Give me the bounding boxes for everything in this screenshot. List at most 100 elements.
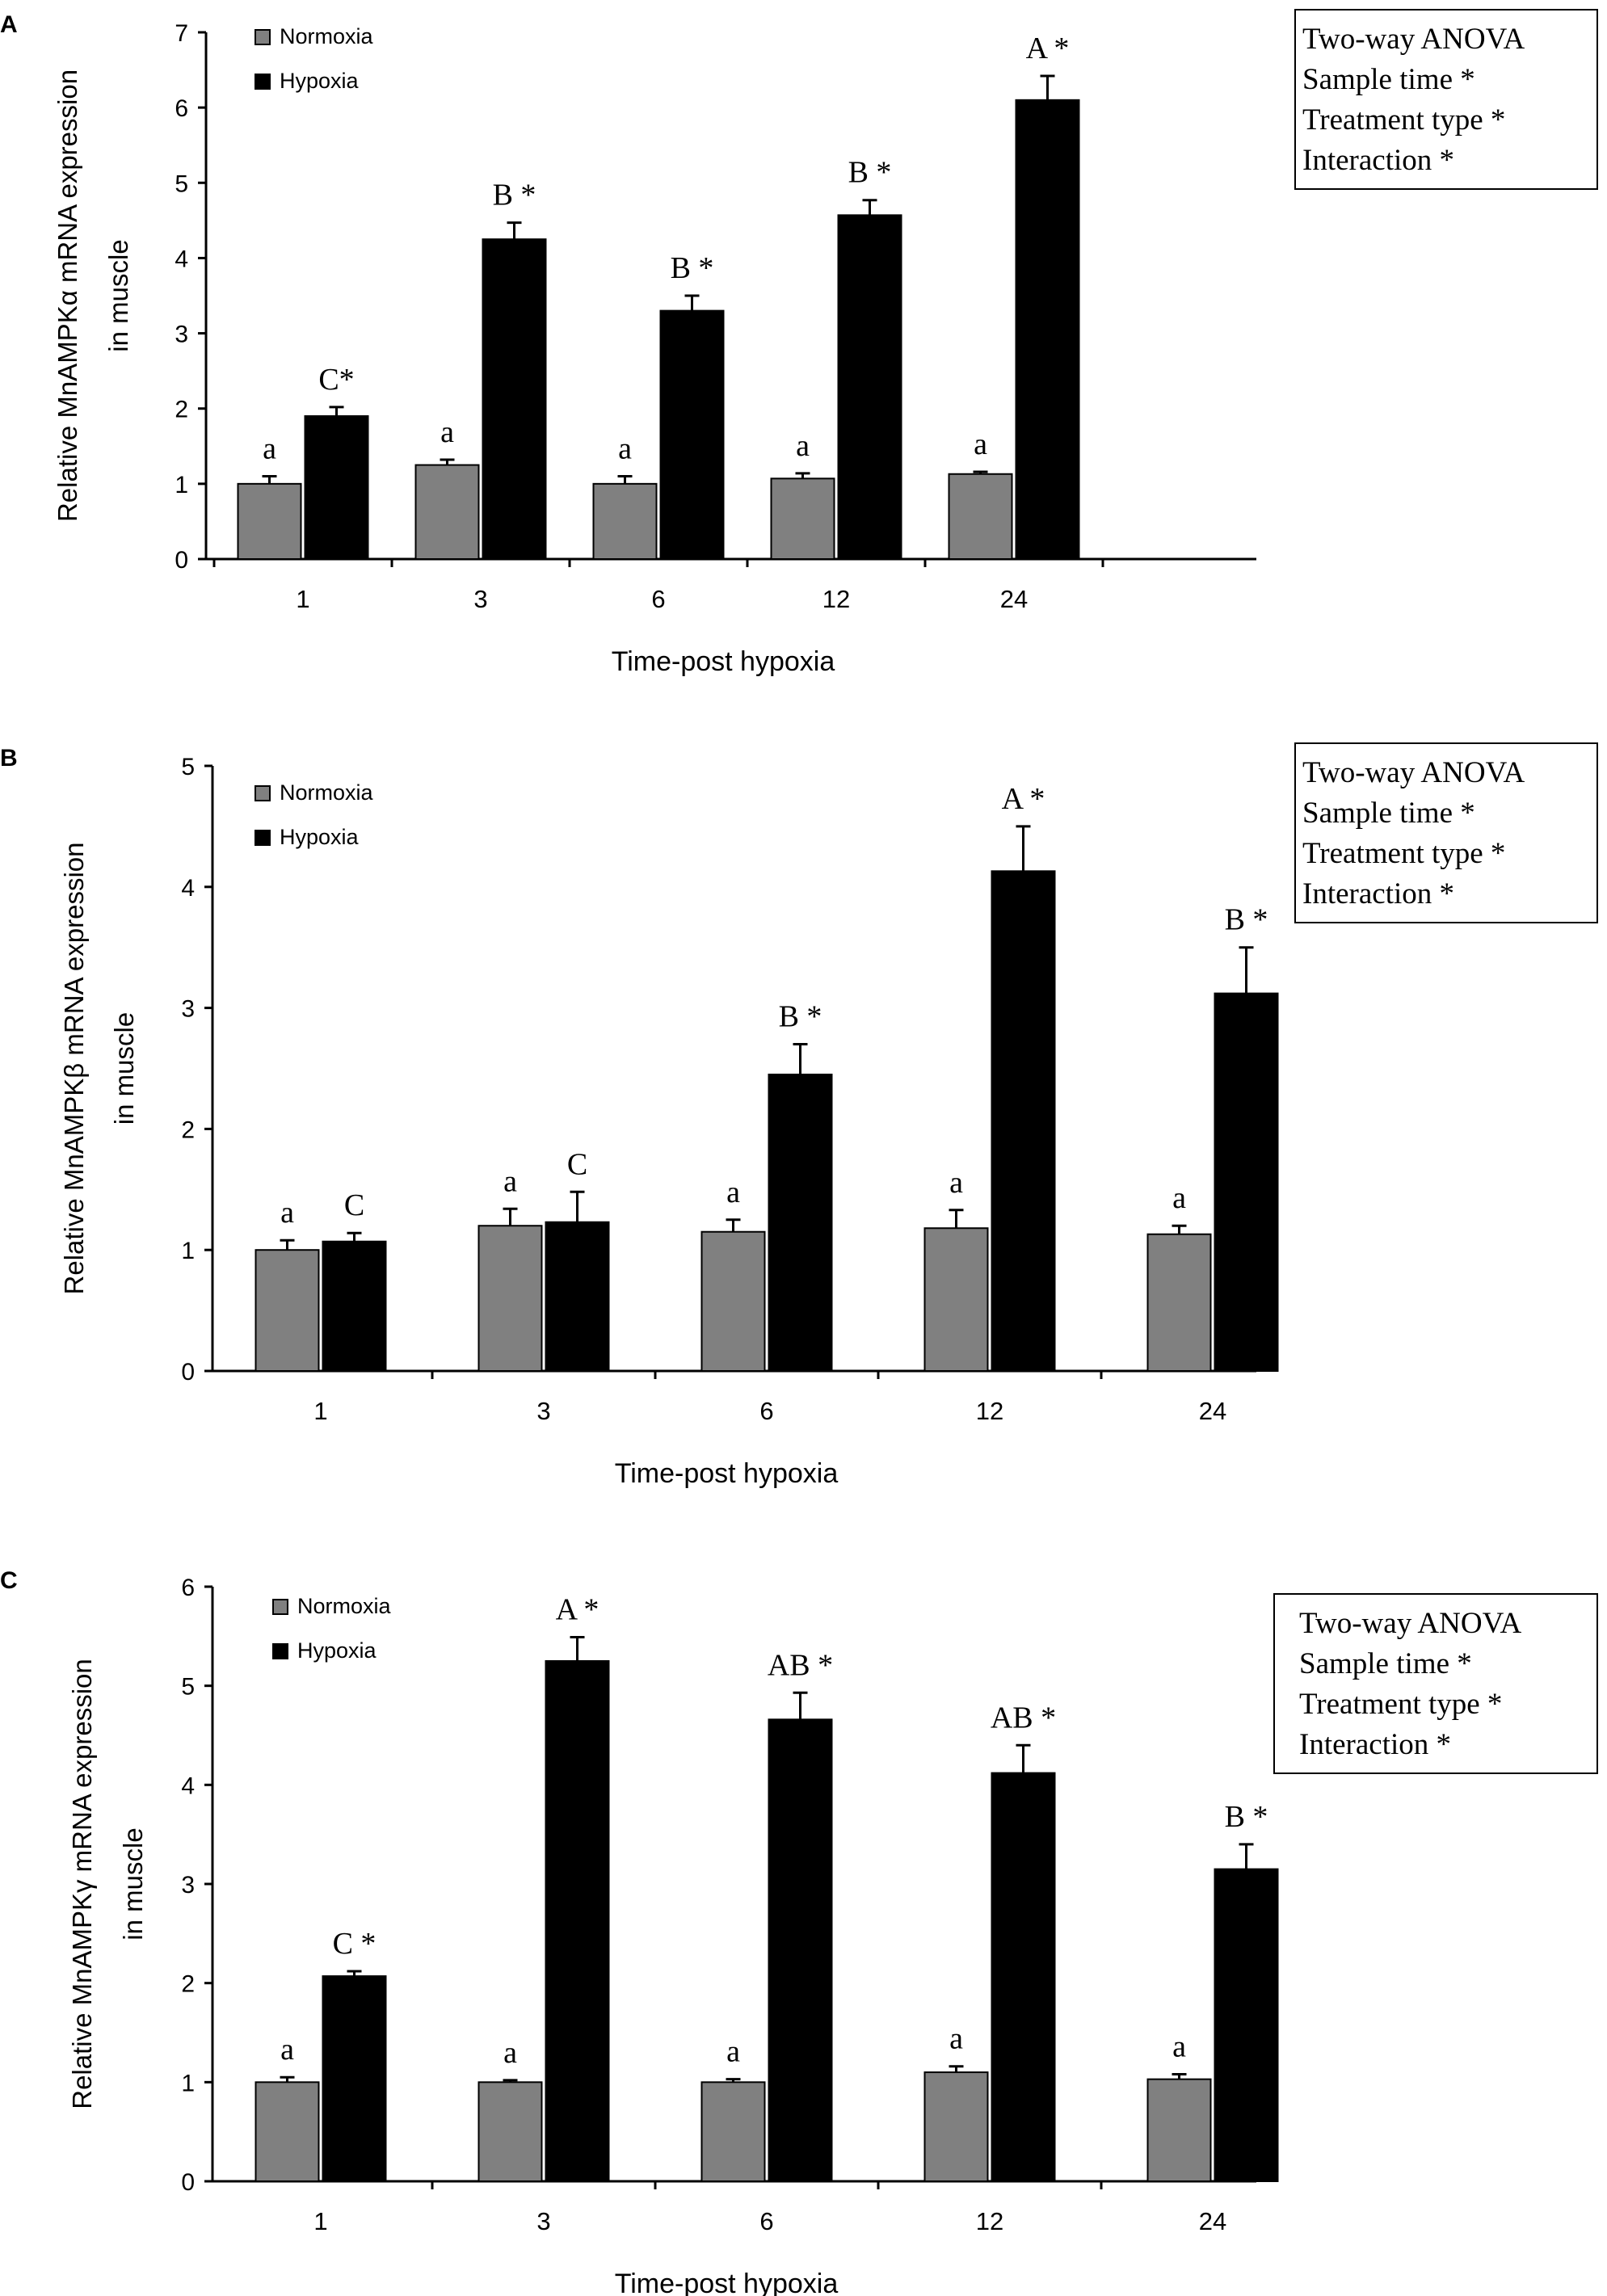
bar-hypoxia [482,238,547,560]
bar-hypoxia [545,1221,610,1372]
y-tick-label: 2 [175,397,188,423]
bar-normoxia [255,1249,320,1372]
legend-label-hypoxia: Hypoxia [280,825,360,849]
bar-normoxia [700,1230,766,1372]
stats-box-line: Two-way ANOVA [1302,756,1525,789]
significance-label: C [567,1147,587,1181]
bar-hypoxia [768,1718,833,2182]
significance-label: a [280,1196,294,1230]
bar-hypoxia [322,1975,387,2183]
significance-label: B * [1225,903,1268,937]
stats-box-line: Sample time * [1299,1647,1472,1680]
x-tick-label: 1 [313,2207,327,2235]
y-tick-label: 2 [181,1971,195,1998]
legend: Normoxia Hypoxia [272,1594,392,1663]
significance-label: B * [493,179,536,212]
significance-label: a [503,1164,517,1198]
bar-normoxia [477,2081,543,2182]
significance-label: a [949,2022,963,2056]
stats-box-line: Sample time * [1302,797,1475,830]
y-axis-label-line2: in muscle [118,1827,148,1940]
significance-label: a [263,432,276,466]
stats-box-line: Interaction * [1302,144,1454,177]
legend-label-normoxia: Normoxia [280,780,374,805]
bar-normoxia [477,1225,543,1372]
significance-label: a [440,415,454,449]
y-tick-label: 4 [181,875,195,902]
legend-label-hypoxia: Hypoxia [280,69,360,93]
bar-normoxia [255,2081,320,2182]
bar-hypoxia [768,1073,833,1372]
stats-box-line: Treatment type * [1302,103,1505,137]
x-tick-label: 6 [651,585,665,613]
panel-label: C [0,1567,18,1594]
bar-normoxia [237,482,302,560]
significance-label: a [1172,2030,1186,2064]
significance-label: a [618,432,632,466]
bar-normoxia [770,477,835,561]
bar-hypoxia [322,1240,387,1372]
stats-box-line: Treatment type * [1302,837,1505,870]
x-tick-label: 24 [1199,1397,1226,1425]
bar-hypoxia [991,870,1056,1373]
legend-swatch-hypoxia [272,1643,288,1659]
bar-normoxia [923,2071,989,2182]
stats-box-line: Treatment type * [1299,1688,1502,1721]
x-tick-label: 3 [536,2207,550,2235]
bar-normoxia [700,2081,766,2182]
x-tick-label: 3 [473,585,487,613]
significance-label: a [503,2036,517,2070]
y-axis-label-line2: in muscle [103,239,133,351]
bar-hypoxia [304,415,369,560]
panel-label: A [0,11,18,38]
y-axis-label: Relative MnAMPKβ mRNA expression [59,842,89,1294]
legend-label-normoxia: Normoxia [297,1594,392,1618]
y-axis-label: Relative MnAMPKγ mRNA expression [67,1659,97,2109]
y-tick-label: 0 [175,547,188,574]
bar-normoxia [923,1227,989,1372]
x-tick-label: 12 [822,585,850,613]
stats-box: Two-way ANOVA Sample time * Treatment type… [1294,742,1598,923]
x-axis-label: Time-post hypoxia [612,646,835,677]
significance-label: B * [779,1000,822,1034]
stats-box-line: Two-way ANOVA [1299,1607,1522,1640]
bar-normoxia [414,464,480,560]
bar-normoxia [592,482,658,560]
stats-box: Two-way ANOVA Sample time * Treatment type… [1273,1593,1598,1774]
significance-label: A * [1002,782,1045,816]
x-axis-label: Time-post hypoxia [615,1458,839,1489]
significance-label: a [949,1166,963,1200]
y-tick-label: 0 [181,1359,195,1386]
legend-swatch-normoxia [255,785,271,801]
y-tick-label: 1 [181,2070,195,2096]
y-axis-label: Relative MnAMPKα mRNA expression [53,69,82,522]
panel-label: B [0,745,18,772]
significance-label: C [344,1188,364,1222]
significance-label: AB * [768,1648,833,1682]
legend-swatch-normoxia [272,1599,288,1615]
x-tick-label: 12 [976,1397,1003,1425]
y-tick-label: 2 [181,1116,195,1143]
significance-label: a [726,1175,740,1209]
significance-label: a [974,427,987,461]
significance-label: a [796,429,810,463]
significance-label: B * [671,251,714,285]
bar-hypoxia [545,1660,610,2182]
bar-hypoxia [1015,99,1080,561]
bar-hypoxia [1214,1868,1279,2183]
significance-label: A * [556,1593,599,1627]
bar-hypoxia [991,1772,1056,2182]
x-tick-label: 1 [296,585,309,613]
stats-box-border [1273,1593,1598,1774]
stats-box-line: Sample time * [1302,63,1475,96]
bar-hypoxia [659,309,725,560]
y-tick-label: 4 [181,1772,195,1799]
stats-box-line: Two-way ANOVA [1302,23,1525,56]
bar-hypoxia [837,214,902,560]
legend-swatch-hypoxia [255,830,271,846]
y-axis-label-line2: in muscle [109,1012,139,1125]
significance-label: A * [1026,32,1070,65]
